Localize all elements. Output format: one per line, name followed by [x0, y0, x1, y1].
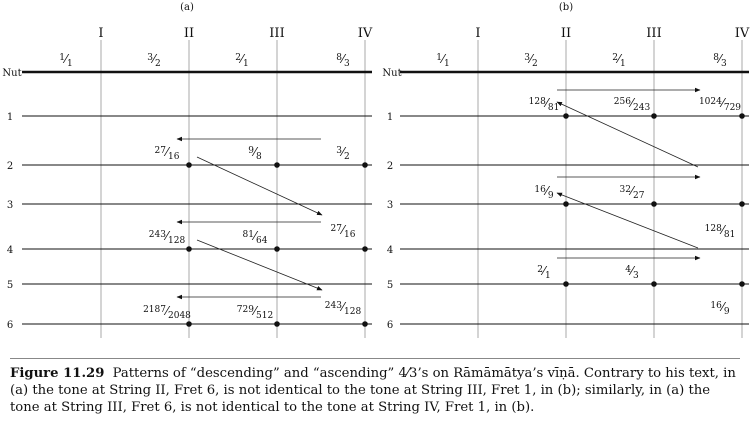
- transfer-arrow: [196, 156, 323, 216]
- figure-caption: Figure 11.29 Patterns of “descending” an…: [10, 358, 740, 416]
- tone-ratio-label: 2⁄1: [537, 264, 550, 281]
- string-label: III: [269, 26, 284, 41]
- tone-ratio-label: 128⁄81: [529, 96, 560, 113]
- fret-label: 2: [387, 161, 393, 172]
- fret-label: 6: [7, 320, 13, 331]
- tone-dot: [186, 321, 192, 327]
- panel-b: (b)I II III IVNut1234561⁄13⁄22⁄18⁄3128⁄8125…: [382, 2, 750, 338]
- tone-ratio-label: 3⁄2: [336, 145, 349, 162]
- fret-label: 1: [387, 112, 393, 123]
- tone-ratio-label: 16⁄9: [534, 184, 553, 201]
- tone-ratio-label: 2187⁄2048: [143, 304, 191, 321]
- string-label: II: [561, 26, 571, 41]
- fret-label: 5: [7, 280, 13, 291]
- string-label: III: [646, 26, 661, 41]
- open-string-ratio: 8⁄3: [336, 52, 350, 69]
- tone-ratio-label: 1024⁄729: [699, 96, 741, 113]
- nut-label: Nut: [382, 68, 401, 79]
- tone-dot: [274, 321, 280, 327]
- tone-ratio-label: 243⁄128: [149, 229, 186, 246]
- transfer-arrow: [556, 192, 699, 249]
- tone-dot: [362, 162, 368, 168]
- open-string-ratio: 2⁄1: [612, 52, 625, 69]
- fret-label: 3: [7, 200, 13, 211]
- caption-text: Patterns of “descending” and “ascending”…: [10, 366, 736, 415]
- open-string-ratio: 3⁄2: [524, 52, 537, 69]
- tone-dot: [651, 201, 657, 207]
- tone-ratio-label: 27⁄16: [155, 145, 180, 162]
- tone-dot: [362, 321, 368, 327]
- tone-ratio-label: 32⁄27: [620, 184, 645, 201]
- transfer-arrow: [196, 239, 323, 291]
- transfer-arrow: [556, 101, 699, 168]
- tone-dot: [739, 201, 745, 207]
- open-string-ratio: 1⁄1: [436, 52, 449, 69]
- fret-label: 3: [387, 200, 393, 211]
- open-string-ratio: 3⁄2: [147, 52, 160, 69]
- nut-label: Nut: [2, 68, 21, 79]
- open-string-ratio: 8⁄3: [713, 52, 727, 69]
- tone-dot: [186, 162, 192, 168]
- fret-label: 2: [7, 161, 13, 172]
- open-string-ratio: 2⁄1: [235, 52, 248, 69]
- tone-dot: [362, 246, 368, 252]
- fret-label: 4: [387, 245, 393, 256]
- fret-label: 4: [7, 245, 13, 256]
- tone-dot: [651, 281, 657, 287]
- string-label: I: [98, 26, 103, 41]
- tone-ratio-label: 81⁄64: [243, 229, 268, 246]
- tone-ratio-label: 16⁄9: [710, 300, 729, 317]
- figure-number: Figure 11.29: [10, 366, 105, 381]
- tone-dot: [274, 246, 280, 252]
- tone-dot: [186, 246, 192, 252]
- tone-dot: [274, 162, 280, 168]
- tone-ratio-label: 27⁄16: [331, 223, 356, 240]
- tone-dot: [651, 113, 657, 119]
- tone-ratio-label: 729⁄512: [237, 304, 273, 321]
- panel-label: (b): [559, 2, 573, 13]
- tone-ratio-label: 243⁄128: [325, 300, 362, 317]
- tone-ratio-label: 128⁄81: [705, 223, 736, 240]
- panel-label: (a): [180, 2, 194, 13]
- string-label: IV: [735, 26, 750, 41]
- vina-fret-diagram: (a)I II III IVNut1234561⁄13⁄22⁄18⁄327⁄169⁄8…: [2, 2, 750, 338]
- tone-dot: [563, 113, 569, 119]
- tone-ratio-label: 256⁄243: [614, 96, 651, 113]
- string-label: I: [475, 26, 480, 41]
- fret-label: 1: [7, 112, 13, 123]
- fret-label: 5: [387, 280, 393, 291]
- tone-dot: [563, 201, 569, 207]
- open-string-ratio: 1⁄1: [59, 52, 72, 69]
- string-label: IV: [358, 26, 373, 41]
- tone-dot: [739, 281, 745, 287]
- tone-dot: [563, 281, 569, 287]
- tone-ratio-label: 9⁄8: [248, 145, 262, 162]
- string-label: II: [184, 26, 194, 41]
- panel-a: (a)I II III IVNut1234561⁄13⁄22⁄18⁄327⁄169⁄8…: [2, 2, 373, 338]
- tone-ratio-label: 4⁄3: [625, 264, 639, 281]
- fret-label: 6: [387, 320, 393, 331]
- tone-dot: [739, 113, 745, 119]
